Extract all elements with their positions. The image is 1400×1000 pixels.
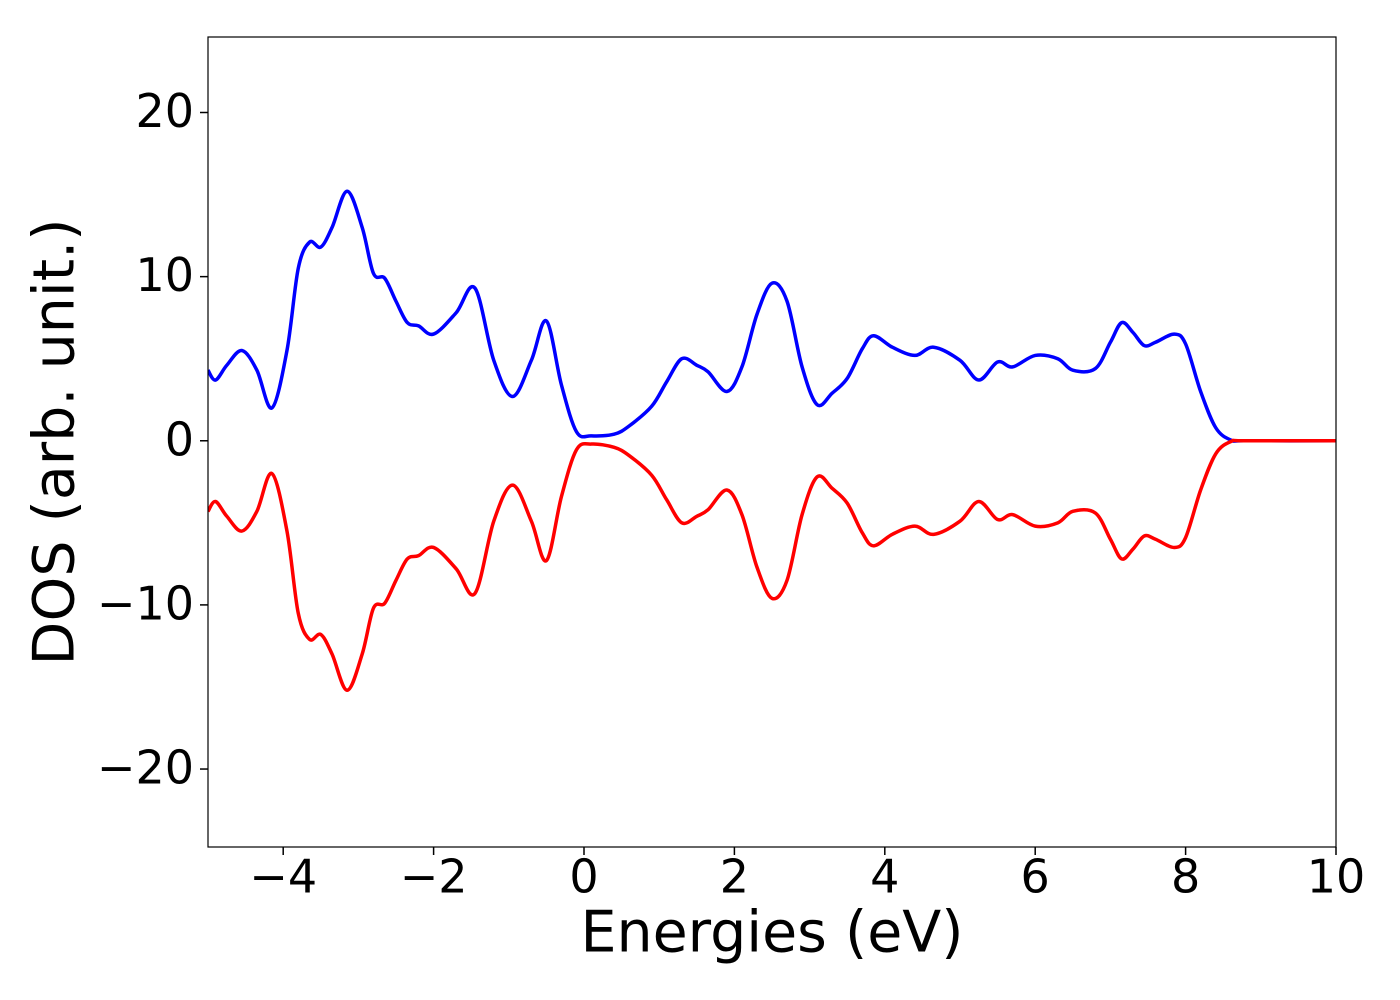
y-tick-label: 0 xyxy=(165,412,194,466)
x-tick-label: 8 xyxy=(1171,850,1200,904)
y-tick-label: 20 xyxy=(135,84,194,138)
y-tick-label: −10 xyxy=(97,576,194,630)
x-tick-label: −2 xyxy=(400,850,468,904)
y-axis-label: DOS (arb. unit.) xyxy=(22,219,88,666)
x-tick-label: 0 xyxy=(569,850,598,904)
data-line xyxy=(208,189,1336,443)
x-tick-label: −4 xyxy=(249,850,317,904)
x-tick-label: 2 xyxy=(720,850,749,904)
plot-frame xyxy=(207,36,1337,848)
y-tick-label: 10 xyxy=(135,248,194,302)
x-axis-label: Energies (eV) xyxy=(580,900,963,966)
x-tick-label: 6 xyxy=(1021,850,1050,904)
y-tick-label: −20 xyxy=(97,741,194,795)
x-tick-label: 4 xyxy=(870,850,899,904)
data-line xyxy=(208,438,1336,693)
x-tick-label: 10 xyxy=(1307,850,1366,904)
